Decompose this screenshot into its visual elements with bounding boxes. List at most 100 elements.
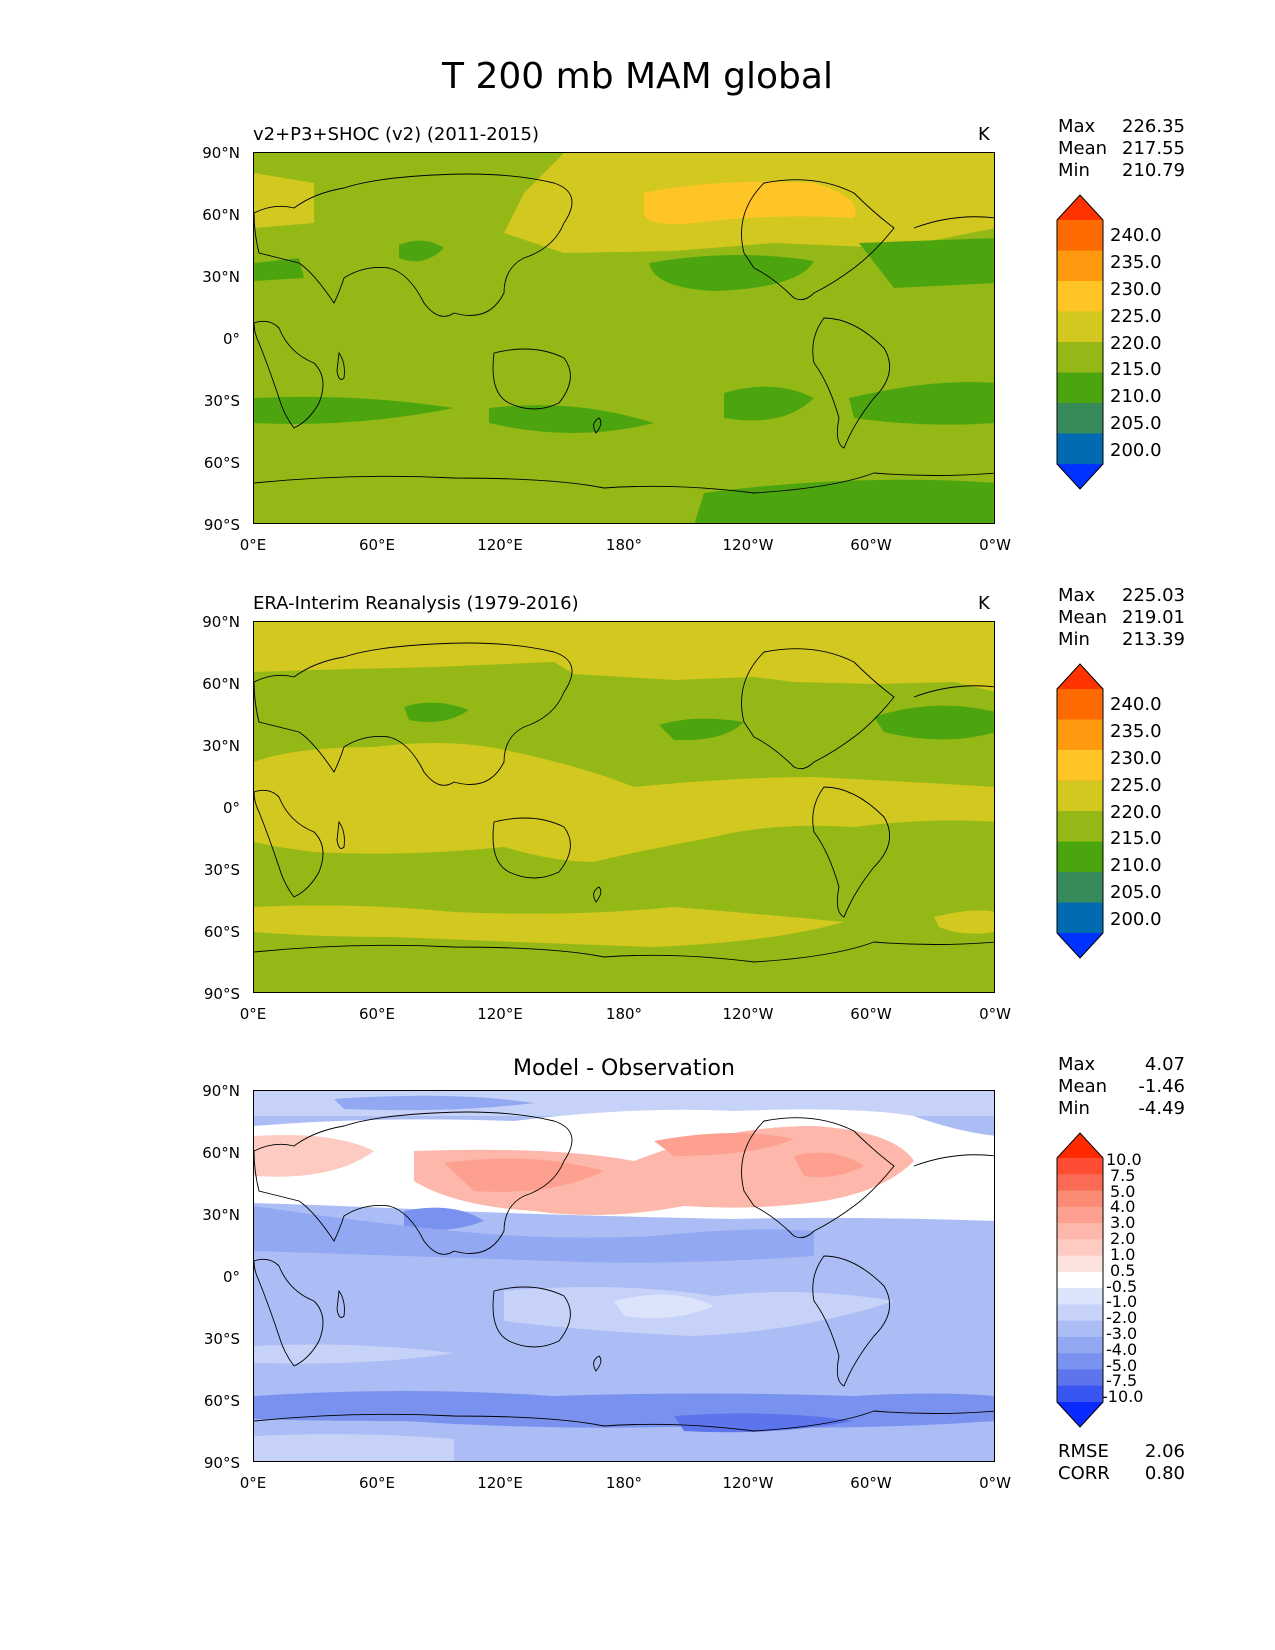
- colorbar-tick-label: -0.5: [1106, 1277, 1138, 1296]
- y-tick-label: 90°S: [203, 1454, 240, 1472]
- colorbar-extend-bottom: [1057, 933, 1103, 958]
- colorbar-swatch: [1057, 433, 1103, 465]
- field-region-cool-sh-2: [489, 405, 654, 433]
- y-tick-label: 30°N: [202, 1206, 240, 1224]
- figure-title: T 200 mb MAM global: [442, 56, 833, 97]
- colorbar-tick-label: 7.5: [1110, 1166, 1136, 1185]
- y-tick-label: 90°N: [202, 144, 240, 162]
- y-tick-label: 90°N: [202, 613, 240, 631]
- colorbar-tick-label: 235.0: [1110, 721, 1162, 742]
- y-tick-label: 0°: [222, 330, 240, 348]
- map-obs: [253, 621, 995, 993]
- y-tick-label: 0°: [222, 1268, 240, 1286]
- stat-label-min: Min: [1058, 160, 1090, 181]
- stat-value-max: 4.07: [1144, 1054, 1185, 1075]
- field-region-cool-subtropics: [254, 1206, 814, 1263]
- colorbar-tick-label: 200.0: [1110, 909, 1162, 930]
- x-tick-label: 120°E: [477, 1005, 523, 1023]
- colorbar-tick-label: 210.0: [1110, 386, 1162, 407]
- colorbar-tick-label: -2.0: [1106, 1308, 1138, 1327]
- coastlines-obs: [254, 642, 994, 963]
- stat-value-mean: 217.55: [1122, 138, 1185, 159]
- colorbar-tick-label: -10.0: [1102, 1387, 1144, 1406]
- stat-value-min: 210.79: [1122, 160, 1185, 181]
- colorbar-extend-top: [1057, 1133, 1103, 1158]
- stat-label-mean: Mean: [1058, 1076, 1108, 1097]
- colorbar-tick-label: 10.0: [1106, 1150, 1142, 1169]
- colorbar-extend-top: [1057, 664, 1103, 689]
- colorbar-swatch: [1057, 1369, 1103, 1387]
- y-tick-label: 30°S: [203, 1330, 240, 1348]
- stat-value-mean: 219.01: [1122, 607, 1185, 628]
- y-tick-label: 60°S: [203, 454, 240, 472]
- field-region-cool-pacific: [659, 718, 744, 741]
- colorbar-tick-label: 215.0: [1110, 828, 1162, 849]
- x-tick-label: 60°W: [850, 1005, 892, 1023]
- field-region-cooler-india: [404, 1207, 484, 1230]
- x-tick-label: 0°E: [239, 536, 267, 554]
- colorbar-model: [1056, 194, 1104, 490]
- colorbar-tick-label: 220.0: [1110, 333, 1162, 354]
- coastlines-diff: [254, 1111, 994, 1432]
- colorbar-tick-label: 0.5: [1110, 1261, 1136, 1280]
- colorbar-tick-label: 230.0: [1110, 748, 1162, 769]
- panel-title-obs: ERA-Interim Reanalysis (1979-2016): [253, 593, 579, 614]
- field-region-cool-asia: [399, 240, 444, 262]
- colorbar-tick-label: 220.0: [1110, 802, 1162, 823]
- x-tick-label: 120°W: [722, 536, 774, 554]
- colorbar-swatch: [1057, 1385, 1103, 1403]
- y-tick-label: 0°: [222, 799, 240, 817]
- colorbar-outline: [1056, 663, 1104, 959]
- colorbar-swatch: [1057, 1158, 1103, 1175]
- y-tick-label: 60°S: [203, 923, 240, 941]
- colorbar-swatch: [1057, 872, 1103, 903]
- stat-value-max: 225.03: [1122, 585, 1185, 606]
- field-region-cool-pacific: [649, 254, 814, 291]
- colorbar-swatch: [1057, 250, 1103, 282]
- map-diff: [253, 1090, 995, 1462]
- colorbar-swatch: [1057, 1239, 1103, 1257]
- y-tick-label: 60°S: [203, 1392, 240, 1410]
- units-label-model: K: [978, 124, 990, 145]
- colorbar-swatch: [1057, 1288, 1103, 1305]
- field-region-mild-sh: [254, 1344, 454, 1364]
- y-tick-label: 30°N: [202, 268, 240, 286]
- colorbar-swatch: [1057, 750, 1103, 781]
- field-region-mild-antarctic: [254, 1434, 454, 1461]
- x-tick-label: 60°W: [850, 536, 892, 554]
- field-region-warmer-namerica: [794, 1152, 864, 1178]
- field-region-cool-sh-1: [254, 396, 454, 424]
- x-tick-label: 60°E: [358, 1005, 396, 1023]
- colorbar-swatch: [1057, 372, 1103, 404]
- x-tick-label: 180°: [605, 1005, 643, 1023]
- colorbar-tick-label: 200.0: [1110, 440, 1162, 461]
- colorbar-swatch: [1057, 780, 1103, 812]
- units-label-obs: K: [978, 593, 990, 614]
- colorbar-tick-label: 225.0: [1110, 306, 1162, 327]
- colorbar-tick-label: -7.5: [1106, 1371, 1138, 1390]
- y-tick-label: 90°S: [203, 516, 240, 534]
- stat-label-min: Min: [1058, 1098, 1090, 1119]
- panel-title-model: v2+P3+SHOC (v2) (2011-2015): [253, 124, 540, 145]
- colorbar-swatch: [1057, 1174, 1103, 1192]
- stat-value-corr: 0.80: [1144, 1463, 1185, 1484]
- field-region-warm-europe: [254, 1135, 374, 1177]
- colorbar-extend-bottom: [1057, 464, 1103, 489]
- colorbar-extend-bottom: [1057, 1402, 1103, 1427]
- colorbar-extend-top: [1057, 195, 1103, 220]
- y-tick-label: 60°N: [202, 1144, 240, 1162]
- y-tick-label: 90°S: [203, 985, 240, 1003]
- stat-label-max: Max: [1058, 585, 1096, 606]
- stat-value-max: 226.35: [1122, 116, 1185, 137]
- map-diff-field: [254, 1091, 994, 1461]
- x-tick-label: 60°E: [358, 536, 396, 554]
- colorbar-tick-label: 240.0: [1110, 225, 1162, 246]
- x-tick-label: 0°W: [979, 536, 1011, 554]
- colorbar-tick-label: 215.0: [1110, 359, 1162, 380]
- map-model-field: [254, 153, 994, 523]
- colorbar-outline: [1056, 194, 1104, 490]
- x-tick-label: 120°W: [722, 1005, 774, 1023]
- colorbar-swatch: [1057, 1304, 1103, 1322]
- stat-label-min: Min: [1058, 629, 1090, 650]
- x-tick-label: 60°W: [850, 1474, 892, 1492]
